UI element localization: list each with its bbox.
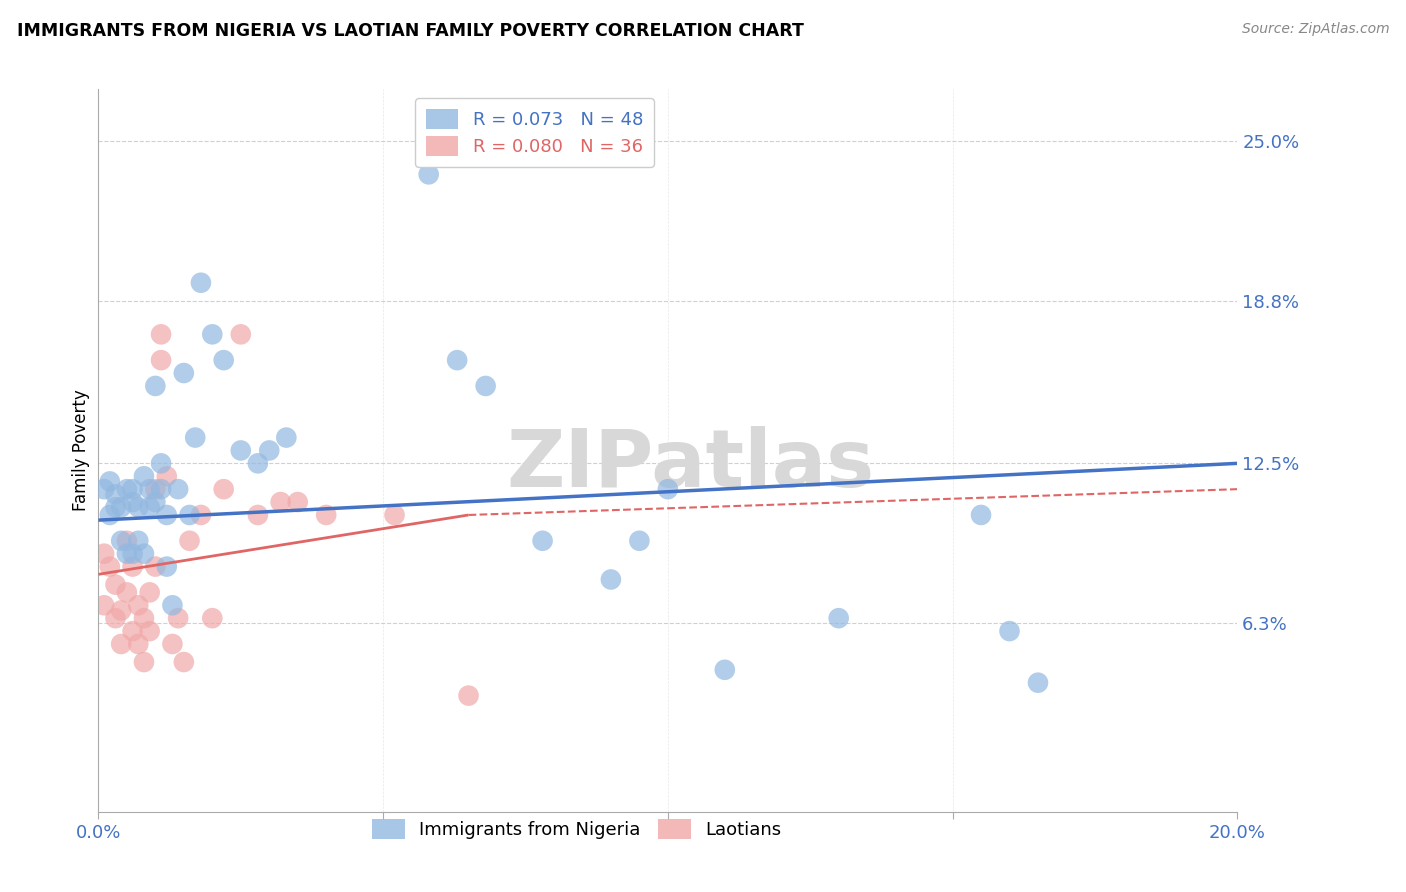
- Laotians: [315, 508, 337, 522]
- Immigrants from Nigeria: [156, 559, 179, 574]
- Laotians: [201, 611, 224, 625]
- Laotians: [179, 533, 201, 548]
- Laotians: [121, 624, 143, 639]
- Immigrants from Nigeria: [127, 500, 149, 515]
- Immigrants from Nigeria: [828, 611, 851, 625]
- Laotians: [121, 559, 143, 574]
- Immigrants from Nigeria: [104, 500, 127, 515]
- Immigrants from Nigeria: [184, 431, 207, 445]
- Immigrants from Nigeria: [121, 495, 143, 509]
- Immigrants from Nigeria: [150, 456, 173, 470]
- Laotians: [270, 495, 292, 509]
- Y-axis label: Family Poverty: Family Poverty: [72, 390, 90, 511]
- Immigrants from Nigeria: [115, 547, 138, 561]
- Laotians: [138, 624, 160, 639]
- Laotians: [115, 533, 138, 548]
- Immigrants from Nigeria: [93, 482, 115, 496]
- Laotians: [104, 577, 127, 591]
- Laotians: [110, 637, 132, 651]
- Immigrants from Nigeria: [138, 482, 160, 496]
- Laotians: [162, 637, 184, 651]
- Laotians: [132, 655, 155, 669]
- Laotians: [384, 508, 406, 522]
- Immigrants from Nigeria: [98, 475, 121, 489]
- Immigrants from Nigeria: [98, 508, 121, 522]
- Immigrants from Nigeria: [150, 482, 173, 496]
- Immigrants from Nigeria: [229, 443, 252, 458]
- Laotians: [104, 611, 127, 625]
- Immigrants from Nigeria: [121, 482, 143, 496]
- Immigrants from Nigeria: [115, 482, 138, 496]
- Immigrants from Nigeria: [138, 500, 160, 515]
- Immigrants from Nigeria: [418, 167, 440, 181]
- Laotians: [229, 327, 252, 342]
- Immigrants from Nigeria: [173, 366, 195, 380]
- Immigrants from Nigeria: [162, 599, 184, 613]
- Laotians: [156, 469, 179, 483]
- Immigrants from Nigeria: [246, 456, 269, 470]
- Laotians: [167, 611, 190, 625]
- Text: IMMIGRANTS FROM NIGERIA VS LAOTIAN FAMILY POVERTY CORRELATION CHART: IMMIGRANTS FROM NIGERIA VS LAOTIAN FAMIL…: [17, 22, 804, 40]
- Immigrants from Nigeria: [156, 508, 179, 522]
- Laotians: [93, 599, 115, 613]
- Laotians: [127, 637, 149, 651]
- Laotians: [132, 611, 155, 625]
- Laotians: [93, 547, 115, 561]
- Immigrants from Nigeria: [104, 487, 127, 501]
- Immigrants from Nigeria: [145, 495, 167, 509]
- Immigrants from Nigeria: [1026, 675, 1049, 690]
- Laotians: [145, 559, 167, 574]
- Immigrants from Nigeria: [167, 482, 190, 496]
- Laotians: [138, 585, 160, 599]
- Immigrants from Nigeria: [628, 533, 651, 548]
- Immigrants from Nigeria: [259, 443, 281, 458]
- Laotians: [190, 508, 212, 522]
- Immigrants from Nigeria: [970, 508, 993, 522]
- Laotians: [115, 585, 138, 599]
- Immigrants from Nigeria: [531, 533, 554, 548]
- Laotians: [150, 327, 173, 342]
- Legend: Immigrants from Nigeria, Laotians: Immigrants from Nigeria, Laotians: [364, 812, 789, 846]
- Immigrants from Nigeria: [179, 508, 201, 522]
- Laotians: [110, 603, 132, 617]
- Immigrants from Nigeria: [998, 624, 1021, 639]
- Immigrants from Nigeria: [212, 353, 235, 368]
- Immigrants from Nigeria: [110, 500, 132, 515]
- Text: ZIPatlas: ZIPatlas: [506, 425, 875, 504]
- Immigrants from Nigeria: [190, 276, 212, 290]
- Immigrants from Nigeria: [145, 379, 167, 393]
- Immigrants from Nigeria: [132, 547, 155, 561]
- Text: Source: ZipAtlas.com: Source: ZipAtlas.com: [1241, 22, 1389, 37]
- Laotians: [457, 689, 479, 703]
- Laotians: [287, 495, 309, 509]
- Laotians: [173, 655, 195, 669]
- Immigrants from Nigeria: [201, 327, 224, 342]
- Immigrants from Nigeria: [474, 379, 496, 393]
- Laotians: [150, 353, 173, 368]
- Immigrants from Nigeria: [657, 482, 679, 496]
- Immigrants from Nigeria: [127, 533, 149, 548]
- Laotians: [145, 482, 167, 496]
- Immigrants from Nigeria: [121, 547, 143, 561]
- Immigrants from Nigeria: [132, 469, 155, 483]
- Laotians: [98, 559, 121, 574]
- Immigrants from Nigeria: [600, 573, 623, 587]
- Laotians: [127, 599, 149, 613]
- Immigrants from Nigeria: [714, 663, 737, 677]
- Laotians: [212, 482, 235, 496]
- Laotians: [246, 508, 269, 522]
- Immigrants from Nigeria: [110, 533, 132, 548]
- Immigrants from Nigeria: [446, 353, 468, 368]
- Immigrants from Nigeria: [276, 431, 298, 445]
